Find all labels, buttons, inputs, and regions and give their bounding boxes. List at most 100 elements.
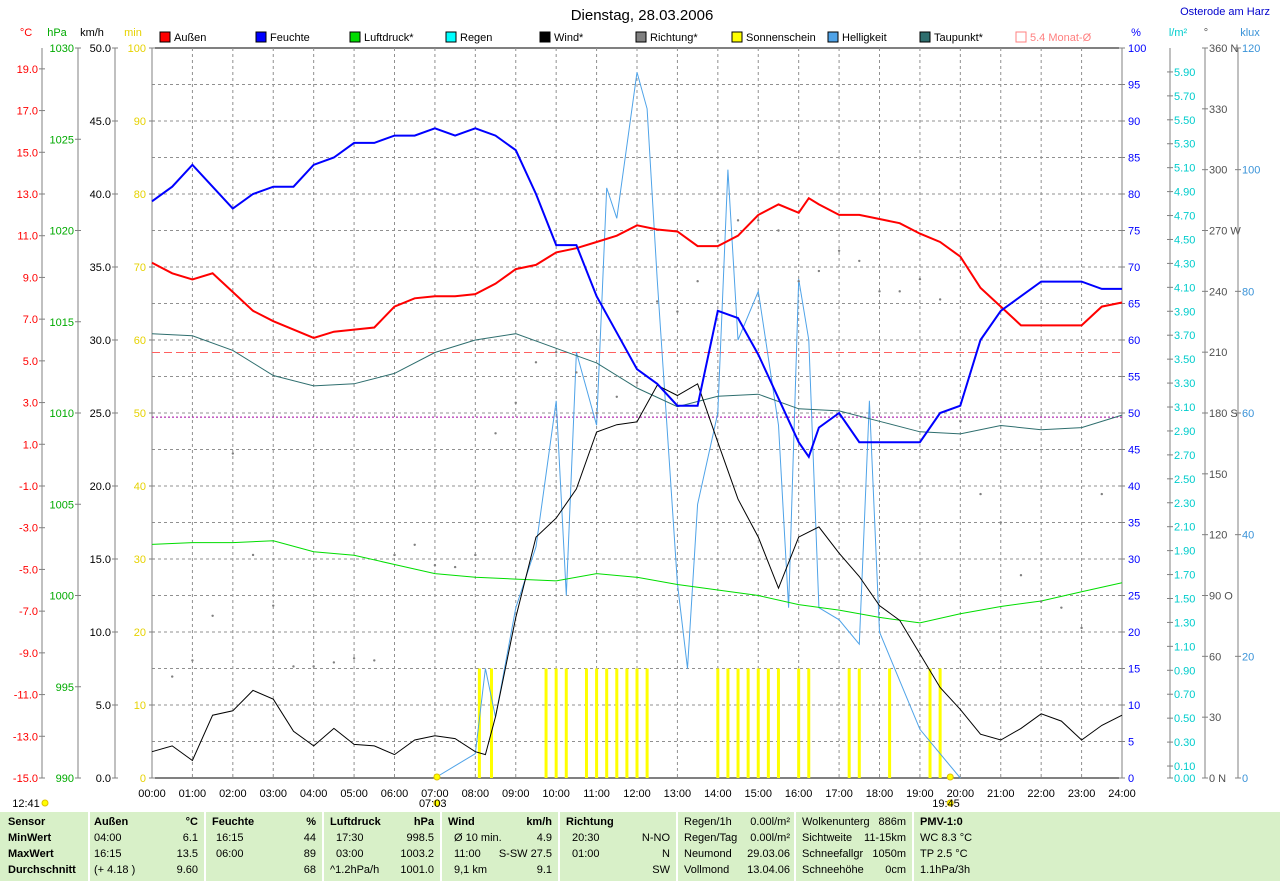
rain-tick-label: 5.90: [1174, 67, 1195, 79]
direction-tick-label: 210: [1209, 347, 1227, 359]
stats-row-avg: Durchschnitt: [8, 864, 76, 876]
stats-schneefall: 1050m: [872, 848, 906, 860]
humidity-tick-label: 95: [1128, 80, 1140, 92]
brightness-tick-label: 60: [1242, 408, 1254, 420]
legend-swatch: [349, 31, 361, 43]
temp-unit-label: °C: [20, 27, 32, 39]
x-tick-label: 20:00: [947, 788, 975, 800]
temp-tick-label: 9.0: [23, 272, 38, 284]
temp-tick-label: 19.0: [17, 64, 38, 76]
wind-tick-label: 10.0: [90, 627, 111, 639]
sunshine-bar: [544, 668, 548, 778]
sunshine-bar: [888, 668, 892, 778]
sunshine-bar: [776, 668, 780, 778]
sun-tick-label: 60: [134, 335, 146, 347]
stats-wind-header: Wind: [448, 816, 475, 828]
stats-feuchte-min: 44: [303, 832, 316, 844]
location-label: Osterode am Harz: [1180, 6, 1270, 18]
sunshine-bar: [625, 668, 629, 778]
axis-unit-labels: °C hPa km/h min% l/m² ° klux: [20, 27, 1260, 39]
wind-unit-label: km/h: [80, 27, 104, 39]
wind-tick-label: 25.0: [90, 408, 111, 420]
x-tick-label: 00:00: [138, 788, 166, 800]
stats-sensor-header: Sensor: [8, 816, 46, 828]
stats-feuchte-min-time: 16:15: [216, 832, 244, 844]
legend-label: Taupunkt*: [934, 32, 984, 44]
humidity-tick-label: 80: [1128, 189, 1140, 201]
rain-tick-label: 0.00: [1174, 773, 1195, 785]
direction-point: [999, 521, 1002, 524]
humidity-tick-label: 10: [1128, 700, 1140, 712]
humidity-tick-label: 55: [1128, 372, 1140, 384]
sunrise-axis-marker: [433, 773, 441, 781]
direction-point: [474, 553, 477, 557]
stats-wolken: 886m: [878, 816, 906, 828]
stats-regen-tag-label: Regen/Tag: [684, 832, 738, 844]
x-tick-label: 24:00: [1108, 788, 1136, 800]
humidity-tick-label: 0: [1128, 773, 1134, 785]
temp-tick-label: -9.0: [19, 648, 38, 660]
wind-tick-label: 40.0: [90, 189, 111, 201]
stats-wind-unit: km/h: [526, 816, 552, 828]
sunshine-bar: [807, 668, 811, 778]
stats-pressure-trend: 1.1hPa/3h: [920, 864, 971, 876]
pressure-tick-label: 990: [56, 773, 74, 785]
temp-tick-label: 17.0: [17, 106, 38, 118]
direction-point: [615, 395, 618, 398]
stats-wind-max: S-SW 27.5: [498, 848, 552, 860]
brightness-tick-label: 40: [1242, 530, 1254, 542]
stats-wolken-label: Wolkenunterg: [802, 816, 870, 828]
direction-point: [1039, 600, 1043, 603]
rain-tick-label: 5.50: [1174, 115, 1195, 127]
legend-swatch: [827, 31, 839, 43]
current-time-label: 12:41: [12, 798, 40, 810]
stats-schneehoehe-label: Schneehöhe: [802, 864, 864, 876]
temp-tick-label: 15.0: [17, 147, 38, 159]
current-time-marker: [41, 799, 49, 807]
humidity-unit-label: %: [1131, 27, 1141, 39]
temp-tick-label: -5.0: [19, 564, 38, 576]
x-tick-label: 15:00: [744, 788, 772, 800]
sunshine-bar: [847, 668, 851, 778]
rain-tick-label: 1.50: [1174, 593, 1195, 605]
rain-tick-label: 4.30: [1174, 258, 1195, 270]
temp-tick-label: 11.0: [17, 231, 38, 243]
stats-neumond: 29.03.06: [747, 848, 790, 860]
direction-tick-label: 360 N: [1209, 43, 1238, 55]
sunshine-bar: [615, 668, 619, 778]
direction-tick-label: 150: [1209, 469, 1227, 481]
stats-col-richtung: Richtung 20:30 01:00 N-NO N SW: [560, 812, 676, 881]
stats-aussen-avg-note: (+ 4.18 ): [94, 864, 136, 876]
series-line-feuchte: [151, 127, 1122, 459]
humidity-tick-label: 60: [1128, 335, 1140, 347]
temp-tick-label: -11.0: [14, 690, 38, 702]
pressure-tick-label: 1025: [50, 134, 74, 146]
humidity-tick-label: 100: [1128, 43, 1146, 55]
rain-tick-label: 0.30: [1174, 737, 1195, 749]
legend-label: Wind*: [554, 32, 584, 44]
direction-point: [898, 290, 901, 293]
rain-tick-label: 3.10: [1174, 402, 1195, 414]
stats-col-wolken: Wolkenunterg Sichtweite Schneefallgr Sch…: [796, 812, 912, 881]
brightness-unit-label: klux: [1240, 27, 1260, 39]
stats-luftdruck-min: 998.5: [406, 832, 434, 844]
x-tick-label: 17:00: [825, 788, 853, 800]
temp-tick-label: -3.0: [19, 523, 38, 535]
direction-point: [1019, 574, 1023, 577]
sunshine-bar: [928, 668, 932, 778]
humidity-tick-label: 30: [1128, 554, 1140, 566]
wind-tick-label: 5.0: [96, 700, 111, 712]
x-tick-label: 22:00: [1027, 788, 1055, 800]
x-tick-label: 13:00: [664, 788, 692, 800]
stats-sicht-label: Sichtweite: [802, 832, 853, 844]
stats-aussen-min: 6.1: [182, 832, 198, 844]
stats-aussen-max: 13.5: [176, 848, 198, 860]
series-line-außen: [151, 196, 1123, 339]
rain-tick-label: 3.70: [1174, 330, 1195, 342]
stats-luftdruck-max: 1003.2: [400, 848, 434, 860]
direction-point: [494, 432, 497, 435]
rain-tick-label: 0.50: [1174, 713, 1195, 725]
temp-tick-label: -7.0: [19, 606, 38, 618]
legend-swatch: [445, 31, 457, 43]
sunshine-bar: [756, 668, 760, 778]
